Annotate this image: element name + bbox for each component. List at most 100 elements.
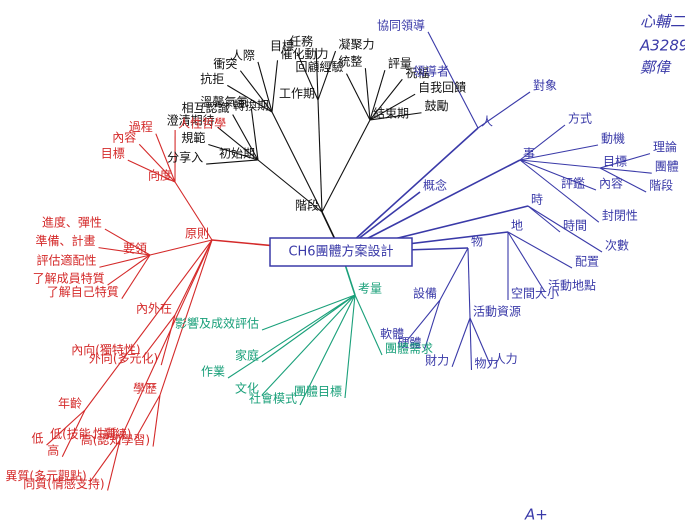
branch-line bbox=[508, 232, 545, 292]
sub-branch-label: 活動資源 bbox=[473, 305, 521, 319]
sub-branch-label: 領導者 bbox=[413, 64, 449, 79]
main-branch-label: 物 bbox=[471, 235, 483, 249]
branch-line bbox=[520, 160, 600, 168]
branch-line bbox=[206, 160, 258, 164]
branch-line bbox=[468, 248, 470, 318]
sub-branch-label: 家庭 bbox=[235, 348, 259, 363]
sub-branch-label: 對象 bbox=[533, 79, 557, 93]
sub-branch-label: 自我回饋 bbox=[418, 80, 466, 95]
sub-branch-label: 階段 bbox=[649, 177, 673, 192]
annotation: A+ bbox=[524, 506, 548, 524]
sub-branch-label: 封閉性 bbox=[602, 209, 638, 223]
branch-line bbox=[262, 295, 355, 395]
sub-branch-label: 年齡 bbox=[58, 397, 82, 411]
main-branch-label: 人 bbox=[481, 115, 493, 129]
center-topic: CH6團體方案設計 bbox=[288, 244, 393, 260]
mind-map: 階段初始期分享入規範澄清期待相互認識溫馨氣氛轉換期抗拒衝突人際催化動力工作期目標… bbox=[0, 0, 685, 529]
sub-branch-label: 時間 bbox=[563, 219, 587, 233]
annotation: 鄭偉 bbox=[640, 59, 672, 77]
branch-line bbox=[318, 100, 322, 212]
sub-branch-label: 鼓勵 bbox=[424, 98, 448, 113]
sub-branch-label: 人際 bbox=[231, 48, 255, 62]
sub-branch-label: 團體 bbox=[655, 160, 679, 174]
branch-line bbox=[452, 318, 470, 367]
main-branch-label: 原則 bbox=[185, 227, 209, 241]
branch-line bbox=[558, 190, 599, 222]
sub-branch-label: 方式 bbox=[568, 111, 592, 126]
sub-branch-label: 物力 bbox=[474, 356, 498, 370]
sub-branch-label: 性質 bbox=[93, 426, 117, 441]
sub-branch-label: 目標 bbox=[603, 155, 627, 169]
branch-line bbox=[345, 295, 355, 398]
main-branch-label: 地 bbox=[511, 219, 523, 233]
branch-line bbox=[122, 255, 150, 299]
branch-line bbox=[272, 60, 278, 112]
sub-branch-label: 評鑑 bbox=[561, 176, 585, 191]
branch-line bbox=[228, 295, 355, 378]
main-branch-label: 時 bbox=[531, 193, 543, 207]
sub-branch-label: 人性哲學 bbox=[178, 117, 226, 131]
sub-branch-label: 統整 bbox=[338, 54, 362, 69]
branch-line bbox=[520, 160, 558, 190]
sub-branch-label: 學歷 bbox=[133, 382, 157, 396]
sub-branch-label: 內外在 bbox=[136, 302, 172, 316]
sub-branch-label: 軟體 bbox=[380, 326, 404, 341]
branch-line bbox=[120, 240, 212, 440]
sub-branch-label: 分享入 bbox=[167, 150, 203, 165]
sub-branch-label: 理論 bbox=[653, 139, 677, 154]
branch-line bbox=[108, 440, 120, 490]
sub-branch-label: 影響及成效評估 bbox=[175, 316, 259, 331]
sub-branch-label: 異質(多元觀點) bbox=[5, 468, 86, 483]
branch-line bbox=[470, 318, 471, 370]
sub-branch-label: 工作期 bbox=[279, 87, 315, 101]
sub-branch-label: 規範 bbox=[181, 130, 205, 145]
sub-branch-label: 向度 bbox=[148, 168, 172, 183]
branch-line bbox=[355, 295, 382, 355]
branch-line bbox=[99, 255, 150, 267]
sub-branch-label: 團體需求 bbox=[385, 342, 433, 356]
sub-branch-label: 協同領導 bbox=[377, 17, 425, 32]
sub-branch-label: 進度、彈性 bbox=[42, 215, 102, 230]
sub-branch-label: 了解自己特質 bbox=[47, 284, 119, 299]
branch-line bbox=[153, 395, 160, 447]
sub-branch-label: 過程 bbox=[129, 119, 153, 134]
branch-line bbox=[262, 295, 355, 362]
sub-branch-label: 動機 bbox=[601, 131, 625, 146]
branch-line bbox=[440, 248, 468, 300]
sub-branch-label: 初始期 bbox=[219, 147, 255, 161]
sub-branch-label: 任務 bbox=[289, 35, 313, 49]
sub-branch-label: 凝聚力 bbox=[339, 37, 375, 52]
branch-line bbox=[407, 300, 440, 340]
branch-line bbox=[341, 128, 478, 252]
sub-branch-label: 活動地點 bbox=[548, 279, 596, 293]
main-branch-label: 階段 bbox=[295, 198, 319, 213]
annotation: 心輔二 bbox=[640, 13, 685, 31]
branch-line bbox=[272, 112, 322, 212]
page: {"center": "CH6團體方案設計", "branches": [ {"… bbox=[0, 0, 685, 529]
sub-branch-label: 配置 bbox=[575, 255, 599, 269]
sub-branch-label: 了解成員特質 bbox=[33, 271, 105, 286]
sub-branch-label: 設備 bbox=[413, 286, 437, 301]
sub-branch-label: 內容 bbox=[599, 176, 623, 191]
sub-branch-label: 低(技能、訓練) bbox=[50, 426, 131, 441]
main-branch-label: 概念 bbox=[423, 178, 447, 193]
sub-branch-label: 結束期 bbox=[373, 107, 409, 121]
branch-line bbox=[144, 315, 175, 356]
sub-branch-label: 作業 bbox=[201, 365, 225, 379]
sub-branch-label: 要領 bbox=[123, 241, 147, 256]
branch-line bbox=[528, 206, 560, 232]
main-branch-label: 事 bbox=[523, 147, 535, 161]
branch-line bbox=[108, 255, 150, 285]
sub-branch-label: 目標 bbox=[101, 147, 125, 161]
sub-branch-label: 回顧經驗 bbox=[295, 59, 343, 74]
sub-branch-label: 評估適配性 bbox=[36, 253, 96, 268]
sub-branch-label: 團體目標 bbox=[294, 385, 342, 399]
sub-branch-label: 次數 bbox=[605, 239, 629, 253]
sub-branch-label: 轉換期 bbox=[233, 99, 269, 113]
sub-branch-label: 抗拒 bbox=[200, 71, 224, 86]
sub-branch-label: 低 bbox=[32, 432, 44, 446]
branch-line bbox=[508, 232, 572, 268]
main-branch-label: 考量 bbox=[358, 282, 382, 296]
sub-branch-label: 社會模式 bbox=[249, 391, 297, 406]
annotation: A3289 bbox=[639, 37, 685, 55]
